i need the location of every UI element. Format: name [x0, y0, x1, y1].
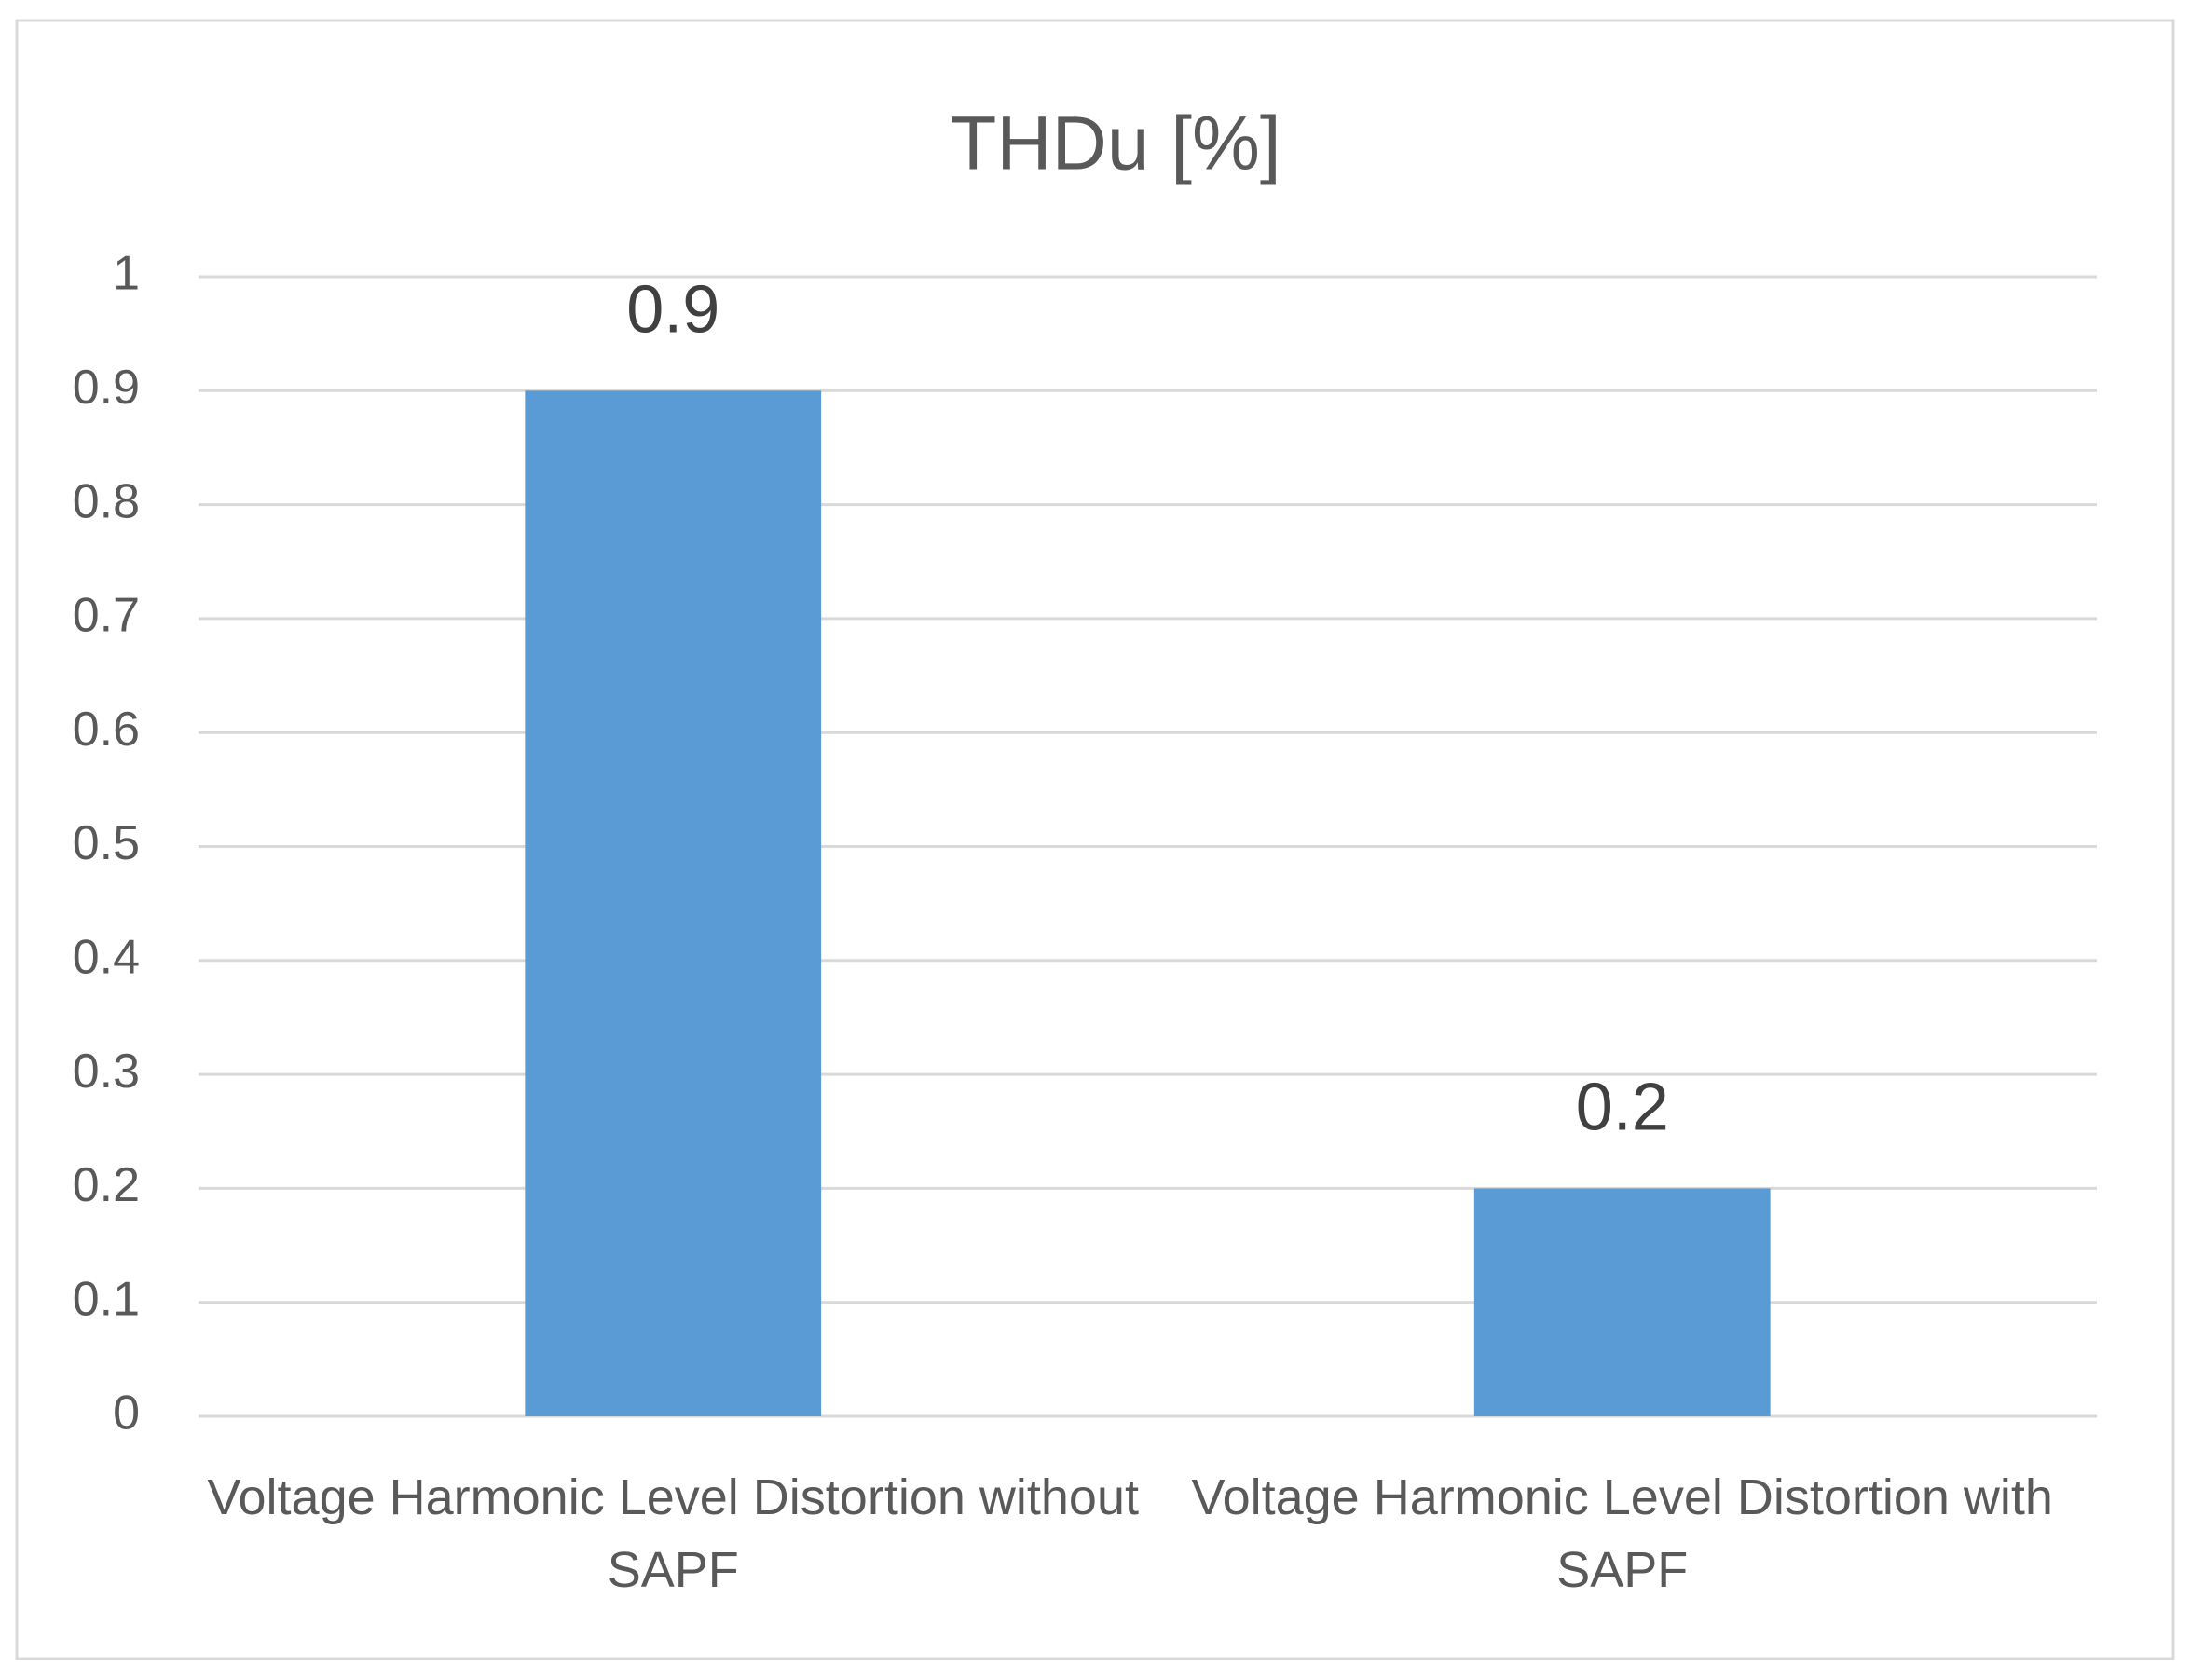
y-tick-label: 0.2 — [73, 1158, 140, 1212]
x-tick-label-box: Voltage Harmonic Level Distortion withou… — [207, 1469, 1139, 1598]
y-tick-label: 1 — [113, 247, 140, 301]
y-tick-label: 0.4 — [73, 931, 140, 985]
y-tick-label: 0.1 — [73, 1272, 140, 1326]
y-tick-label: 0.3 — [73, 1045, 140, 1099]
y-tick-label: 0.5 — [73, 816, 140, 870]
y-tick-label: 0.7 — [73, 589, 140, 643]
data-label: 0.2 — [1576, 1070, 1669, 1144]
x-tick-label: Voltage Harmonic Level Distortion withou… — [207, 1469, 1139, 1598]
bar — [1473, 1188, 1771, 1416]
x-tick-label-box: Voltage Harmonic Level Distortion with S… — [1191, 1469, 2053, 1598]
y-tick-label: 0.8 — [73, 474, 140, 528]
bar — [525, 390, 822, 1416]
y-tick-label: 0.6 — [73, 703, 140, 757]
chart-title: THDu [%] — [950, 102, 1280, 186]
x-tick-label: Voltage Harmonic Level Distortion with S… — [1191, 1469, 2053, 1598]
chart-border — [15, 19, 2175, 1660]
data-label: 0.9 — [626, 272, 719, 347]
y-tick-label: 0.9 — [73, 361, 140, 415]
y-tick-label: 0 — [113, 1386, 140, 1441]
